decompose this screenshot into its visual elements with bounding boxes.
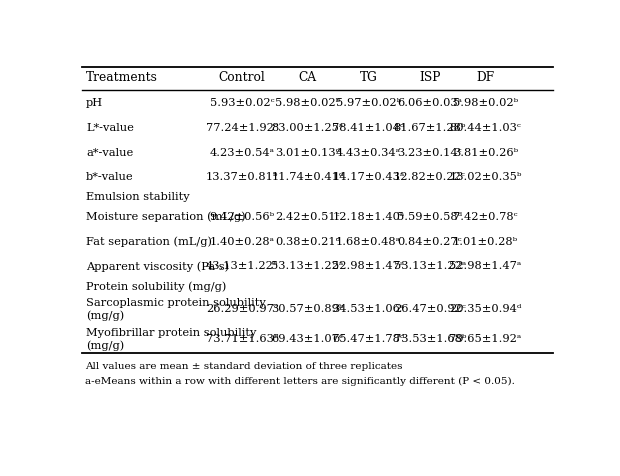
Text: 4.43±0.34ᵃ: 4.43±0.34ᵃ bbox=[336, 147, 401, 157]
Text: CA: CA bbox=[298, 71, 316, 84]
Text: 0.84±0.27ᶜ: 0.84±0.27ᶜ bbox=[397, 236, 462, 246]
Text: 83.00±1.25ᵃ: 83.00±1.25ᵃ bbox=[272, 123, 343, 133]
Text: TG: TG bbox=[360, 71, 378, 84]
Text: 52.98±1.47ᵃ: 52.98±1.47ᵃ bbox=[450, 261, 522, 271]
Text: Myofibrillar protein solubility: Myofibrillar protein solubility bbox=[86, 327, 257, 337]
Text: 0.38±0.21ᵈ: 0.38±0.21ᵈ bbox=[275, 236, 340, 246]
Text: Moisture separation (mL/g): Moisture separation (mL/g) bbox=[86, 211, 246, 222]
Text: 1.01±0.28ᵇ: 1.01±0.28ᵇ bbox=[453, 236, 518, 246]
Text: a*-value: a*-value bbox=[86, 147, 133, 157]
Text: 81.67±1.28ᵇ: 81.67±1.28ᵇ bbox=[394, 123, 466, 133]
Text: 1.68±0.48ᵃ: 1.68±0.48ᵃ bbox=[336, 236, 401, 246]
Text: 3.81±0.26ᵇ: 3.81±0.26ᵇ bbox=[453, 147, 518, 157]
Text: 5.98±0.02ᵇ: 5.98±0.02ᵇ bbox=[275, 98, 340, 108]
Text: 26.29±0.97ᶜ: 26.29±0.97ᶜ bbox=[206, 304, 278, 314]
Text: 73.71±1.63ᵇ: 73.71±1.63ᵇ bbox=[206, 334, 278, 344]
Text: pH: pH bbox=[86, 98, 104, 108]
Text: 69.43±1.07ᶜ: 69.43±1.07ᶜ bbox=[272, 334, 343, 344]
Text: Fat separation (mL/g): Fat separation (mL/g) bbox=[86, 236, 212, 247]
Text: 5.59±0.58ᵈ: 5.59±0.58ᵈ bbox=[397, 212, 463, 222]
Text: 73.53±1.68ᵇ: 73.53±1.68ᵇ bbox=[394, 334, 466, 344]
Text: 6.06±0.03ᵃ: 6.06±0.03ᵃ bbox=[397, 98, 463, 108]
Text: 30.57±0.89ᵇ: 30.57±0.89ᵇ bbox=[271, 304, 343, 314]
Text: 3.23±0.14ᶜ: 3.23±0.14ᶜ bbox=[397, 147, 462, 157]
Text: b*-value: b*-value bbox=[86, 172, 134, 182]
Text: 5.93±0.02ᶜ: 5.93±0.02ᶜ bbox=[210, 98, 274, 108]
Text: a-eMeans within a row with different letters are significantly different (P < 0.: a-eMeans within a row with different let… bbox=[85, 376, 515, 385]
Text: 9.42±0.56ᵇ: 9.42±0.56ᵇ bbox=[210, 212, 275, 222]
Text: 14.17±0.43ᵃ: 14.17±0.43ᵃ bbox=[332, 172, 405, 182]
Text: 3.01±0.13ᵈ: 3.01±0.13ᵈ bbox=[275, 147, 340, 157]
Text: Protein solubility (mg/g): Protein solubility (mg/g) bbox=[86, 280, 226, 291]
Text: 65.47±1.78ᵈ: 65.47±1.78ᵈ bbox=[332, 334, 405, 344]
Text: 79.65±1.92ᵃ: 79.65±1.92ᵃ bbox=[450, 334, 522, 344]
Text: 7.42±0.78ᶜ: 7.42±0.78ᶜ bbox=[453, 212, 518, 222]
Text: 53.13±1.22ᵃ: 53.13±1.22ᵃ bbox=[272, 261, 343, 271]
Text: L*-value: L*-value bbox=[86, 123, 134, 133]
Text: 78.41±1.04ᵈ: 78.41±1.04ᵈ bbox=[332, 123, 405, 133]
Text: Treatments: Treatments bbox=[86, 71, 158, 84]
Text: 20.35±0.94ᵈ: 20.35±0.94ᵈ bbox=[450, 304, 522, 314]
Text: Sarcoplasmic protein solubility: Sarcoplasmic protein solubility bbox=[86, 297, 266, 307]
Text: 53.13±1.22ᵃ: 53.13±1.22ᵃ bbox=[394, 261, 466, 271]
Text: (mg/g): (mg/g) bbox=[86, 340, 125, 350]
Text: Apparent viscosity (Pa·s): Apparent viscosity (Pa·s) bbox=[86, 260, 229, 271]
Text: 13.02±0.35ᵇ: 13.02±0.35ᵇ bbox=[450, 172, 522, 182]
Text: 43.13±1.22ᵇ: 43.13±1.22ᵇ bbox=[206, 261, 278, 271]
Text: 1.40±0.28ᵃ: 1.40±0.28ᵃ bbox=[210, 236, 275, 246]
Text: 26.47±0.92ᶜ: 26.47±0.92ᶜ bbox=[394, 304, 466, 314]
Text: 5.97±0.02ᵇ: 5.97±0.02ᵇ bbox=[336, 98, 401, 108]
Text: 77.24±1.92ᶜ: 77.24±1.92ᶜ bbox=[206, 123, 278, 133]
Text: 5.98±0.02ᵇ: 5.98±0.02ᵇ bbox=[453, 98, 518, 108]
Text: DF: DF bbox=[477, 71, 495, 84]
Text: 34.53±1.06ᵃ: 34.53±1.06ᵃ bbox=[332, 304, 405, 314]
Text: 4.23±0.54ᵃ: 4.23±0.54ᵃ bbox=[210, 147, 275, 157]
Text: 2.42±0.51ᶜ: 2.42±0.51ᶜ bbox=[275, 212, 340, 222]
Text: 13.37±0.81ᵇ: 13.37±0.81ᵇ bbox=[206, 172, 278, 182]
Text: 11.74±0.41ᵈ: 11.74±0.41ᵈ bbox=[271, 172, 343, 182]
Text: All values are mean ± standard deviation of three replicates: All values are mean ± standard deviation… bbox=[85, 362, 402, 371]
Text: (mg/g): (mg/g) bbox=[86, 310, 125, 320]
Text: 80.44±1.03ᶜ: 80.44±1.03ᶜ bbox=[450, 123, 521, 133]
Text: 12.18±1.40ᵃ: 12.18±1.40ᵃ bbox=[332, 212, 405, 222]
Text: ISP: ISP bbox=[419, 71, 440, 84]
Text: Emulsion stability: Emulsion stability bbox=[86, 192, 190, 202]
Text: 52.98±1.47ᵃ: 52.98±1.47ᵃ bbox=[332, 261, 405, 271]
Text: Control: Control bbox=[219, 71, 265, 84]
Text: 12.82±0.22ᶜ: 12.82±0.22ᶜ bbox=[394, 172, 466, 182]
